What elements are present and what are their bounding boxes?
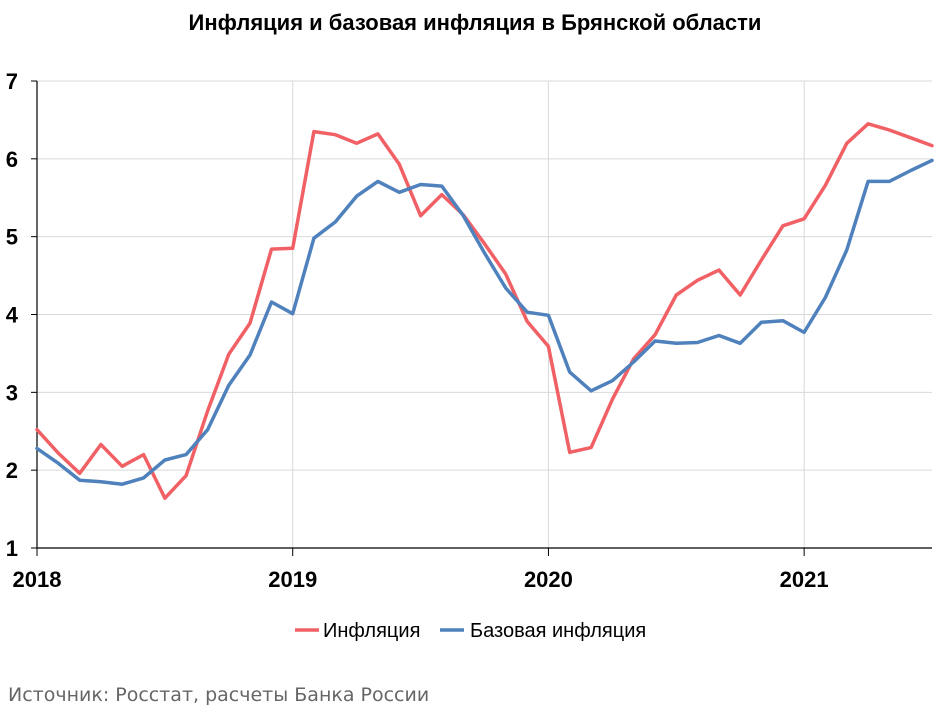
grid-lines — [37, 80, 932, 548]
axes: 1 2 3 4 5 6 7 2018 2019 2020 2021 — [6, 69, 932, 592]
legend-label: Базовая инфляция — [470, 620, 646, 642]
x-tick-label: 2020 — [524, 567, 573, 592]
y-tick-label: 1 — [6, 536, 18, 561]
series-line-inflation — [35, 122, 934, 500]
series-lines — [35, 122, 934, 500]
y-tick-label: 7 — [6, 69, 18, 94]
y-tick-label: 2 — [6, 458, 18, 483]
y-tick-label: 5 — [6, 225, 18, 250]
series-line-core-inflation — [35, 158, 934, 486]
y-tick-label: 4 — [6, 303, 19, 328]
y-tick-label: 6 — [6, 147, 18, 172]
source-note: Источник: Росстат, расчеты Банка России — [8, 684, 430, 706]
y-tick-label: 3 — [6, 380, 18, 405]
x-tick-label: 2021 — [780, 567, 829, 592]
chart-title: Инфляция и базовая инфляция в Брянской о… — [188, 10, 762, 35]
x-tick-label: 2018 — [13, 567, 62, 592]
legend: Инфляция Базовая инфляция — [295, 620, 646, 642]
legend-label: Инфляция — [323, 620, 420, 642]
x-tick-label: 2019 — [268, 567, 317, 592]
